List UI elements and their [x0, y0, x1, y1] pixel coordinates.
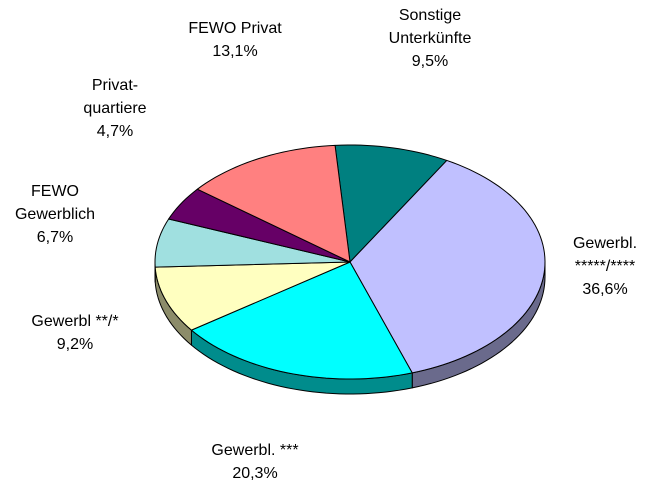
value-label: 9,5%: [412, 53, 448, 70]
slice-label: Gewerbl **/*: [31, 313, 118, 330]
slice: [190, 261, 413, 380]
value-label: 36,6%: [582, 281, 627, 298]
value-label: 9,2%: [57, 336, 93, 353]
slice: [168, 188, 351, 263]
value-label: 20,3%: [232, 465, 277, 482]
slice-label: Gewerbl. *****/****: [573, 235, 637, 275]
slice-label: Sonstige Unterkünfte: [389, 7, 472, 47]
slice: [349, 159, 546, 374]
slice: [196, 144, 351, 263]
value-label: 6,7%: [37, 229, 73, 246]
slice: [154, 218, 351, 268]
slice-label: FEWO Gewerblich: [15, 183, 95, 223]
slice: [154, 261, 351, 331]
value-label: 13,1%: [212, 43, 257, 60]
slice-label: FEWO Privat: [188, 20, 282, 37]
slice: [334, 144, 448, 263]
slice-label: Gewerbl. ***: [211, 442, 298, 459]
value-label: 4,7%: [97, 123, 133, 140]
slice-label: Privat-quartiere: [83, 77, 146, 117]
